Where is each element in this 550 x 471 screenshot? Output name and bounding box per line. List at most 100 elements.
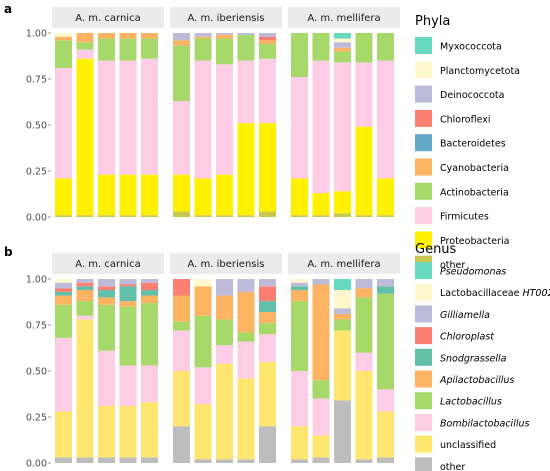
bar-segment-apilactobacillus <box>119 301 137 307</box>
legend-label-bombilactobacillus: Bombilactobacillus <box>440 418 529 429</box>
bar-segment-planctomycetota <box>55 33 72 37</box>
bar-segment-proteobacteria <box>55 178 72 216</box>
bar-segment-lactobacillus <box>216 319 233 346</box>
bar-segment-unclassified <box>141 402 158 458</box>
bar-segment-unclassified <box>237 378 255 460</box>
bar-segment-unclassified <box>291 426 308 460</box>
legend-label-gilliamella: Gilliamella <box>440 310 490 321</box>
bar-segment-chloroplast <box>55 288 72 292</box>
bar-segment-actinobacteria <box>237 34 255 61</box>
bar-segment-gilliamella <box>76 279 94 283</box>
bar-segment-other <box>291 459 308 463</box>
bar-segment-cyanobacteria <box>334 47 351 52</box>
bar-segment-cyanobacteria <box>216 34 233 39</box>
legend-key-snodgrassella <box>415 348 432 366</box>
bar-segment-unclassified <box>312 435 330 458</box>
legend-label-cyanobacteria: Cyanobacteria <box>440 163 509 174</box>
panel-b: b 0.00 0.25 0.50 0.75 1.00 A. m. carnica A. m. … <box>4 245 400 470</box>
facet-strip <box>288 253 400 274</box>
panel-letter-b: b <box>4 245 13 259</box>
y-tick-label: 0.75 <box>26 75 47 86</box>
bar-segment-snodgrassella <box>55 291 72 296</box>
bar-segment-deinococcota <box>259 33 276 37</box>
bar-segment-proteobacteria <box>377 178 394 216</box>
legend-key-lactobacillaceae-ht002 <box>415 283 432 301</box>
legend-label-deinococcota: Deinococcota <box>440 90 504 101</box>
bar-segment-actinobacteria <box>216 38 233 65</box>
bar-segment-proteobacteria <box>173 174 190 212</box>
bar-segment-unclassified <box>334 330 351 401</box>
bar-segment-lactobacillus <box>76 301 94 316</box>
bar-segment-apilactobacillus <box>98 297 115 305</box>
bar-segment-firmicutes <box>76 49 94 59</box>
legend-key-other <box>415 457 432 471</box>
bar-segment-other <box>141 215 158 217</box>
bar-segment-bombilactobacillus <box>259 334 276 362</box>
bar-segment-proteobacteria <box>216 174 233 216</box>
bar-segment-bombilactobacillus <box>216 345 233 364</box>
legend-key-apilactobacillus <box>415 370 432 388</box>
legend-key-firmicutes <box>415 207 432 225</box>
bar-segment-actinobacteria <box>259 44 276 59</box>
bar-segment-bombilactobacillus <box>76 315 94 320</box>
bar-segment-firmicutes <box>55 67 72 179</box>
bar-segment-pseudomonas <box>334 279 351 291</box>
bar-segment-apilactobacillus <box>237 291 255 333</box>
bar-segment-cyanobacteria <box>194 36 212 39</box>
legend-label-planctomycetota: Planctomycetota <box>440 66 520 77</box>
panel-letter-a: a <box>4 2 12 16</box>
legend-label-lactobacillaceae-ht002: Lactobacillaceae HT002 <box>440 288 550 299</box>
legend-label-chloroflexi: Chloroflexi <box>440 114 491 125</box>
bar-segment-deinococcota <box>216 33 233 35</box>
legend-phyla: Phyla Myxococcota Planctomycetota Deinococc… <box>415 14 520 273</box>
bar-segment-chloroplast <box>141 282 158 291</box>
bar-segment-other <box>119 457 137 463</box>
bar-segment-other <box>194 459 212 463</box>
bar-segment-other <box>216 459 233 463</box>
legend-key-cyanobacteria <box>415 158 432 176</box>
bar-segment-actinobacteria <box>355 33 373 63</box>
bar-segment-proteobacteria <box>312 193 330 216</box>
facet-strip <box>52 7 164 28</box>
y-tick-label: 0.75 <box>26 321 47 332</box>
bar-segment-firmicutes <box>237 60 255 124</box>
legend-key-pseudomonas <box>415 262 432 279</box>
panel-a: a 0.00 0.25 0.50 0.75 1.00 A. m. carnica A. m. … <box>4 2 400 224</box>
bar-segment-other <box>194 215 212 217</box>
bar-segment-other <box>119 215 137 217</box>
facet-label-a-m-mellifera: A. m. mellifera <box>307 259 380 270</box>
bar-segment-firmicutes <box>141 58 158 175</box>
bar-segment-proteobacteria <box>334 191 351 214</box>
bar-segment-snodgrassella <box>119 286 137 302</box>
legend-label-firmicutes: Firmicutes <box>440 212 489 223</box>
bar-segment-chloroplast <box>259 286 276 302</box>
bar-segment-proteobacteria <box>291 178 308 216</box>
bar-segment-apilactobacillus <box>312 284 330 381</box>
bar-segment-gilliamella <box>119 279 137 285</box>
y-tick-label: 1.00 <box>26 29 47 40</box>
bar-segment-apilactobacillus <box>55 295 72 305</box>
legend-label-pseudomonas: Pseudomonas <box>440 267 506 278</box>
legend-key-myxococcota <box>415 37 432 54</box>
bar-segment-lactobacillus <box>141 302 158 366</box>
bar-segment-chloroplast <box>76 282 94 287</box>
bar-segment-apilactobacillus <box>334 313 351 320</box>
bar-segment-bombilactobacillus <box>119 365 137 406</box>
bar-segment-myxococcota <box>334 33 351 39</box>
bar-segment-other <box>334 400 351 463</box>
facet-strip <box>288 7 400 28</box>
bar-segment-proteobacteria <box>194 178 212 216</box>
legend-key-bombilactobacillus <box>415 413 432 431</box>
bar-segment-apilactobacillus <box>76 290 94 302</box>
bar-segment-bombilactobacillus <box>55 337 72 412</box>
bar-segment-deinococcota <box>194 33 212 37</box>
facet-label-a-m-iberiensis: A. m. iberiensis <box>188 13 265 24</box>
bar-segment-firmicutes <box>173 101 190 175</box>
bar-segment-lactobacillaceae-ht002 <box>55 279 72 283</box>
bar-segment-cyanobacteria <box>119 33 137 39</box>
legend-key-bacteroidetes <box>415 134 432 152</box>
bar-segment-other <box>355 459 373 463</box>
bar-segment-other <box>291 215 308 217</box>
y-tick-label: 0.00 <box>26 459 47 470</box>
